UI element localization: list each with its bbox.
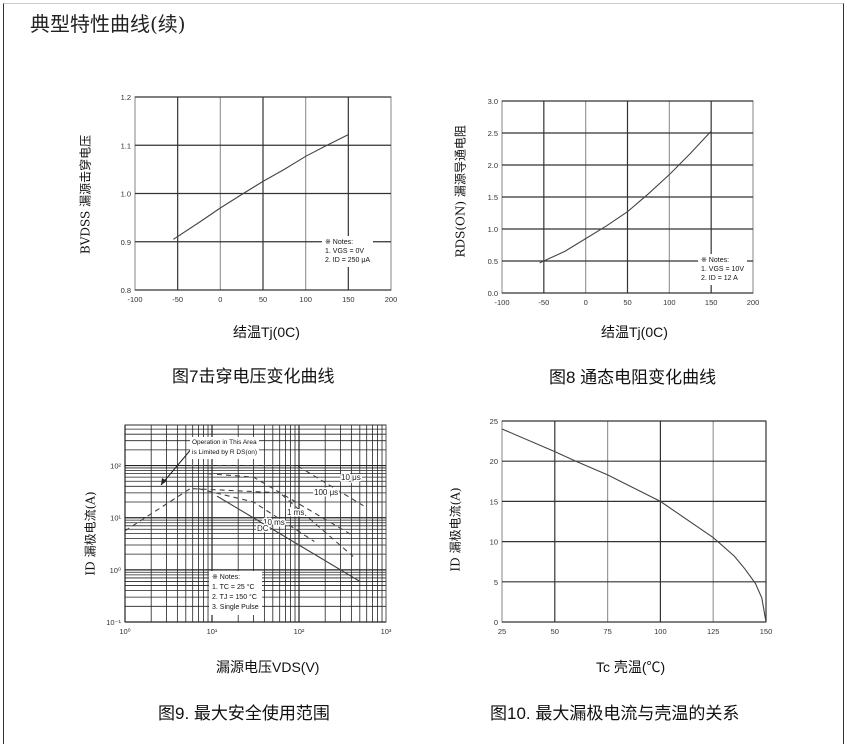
y-tick-label: 0.5 [488, 257, 498, 266]
x-tick-label: 50 [551, 627, 559, 636]
note-line: 1. VGS = 10V [701, 266, 744, 273]
note-line: ※ Notes: [701, 257, 730, 264]
x-tick-label: 100 [663, 298, 676, 307]
chart-1-caption: 图7击穿电压变化曲线 [172, 367, 335, 386]
chart-drain-current-vs-case-temp: 25 50 75 100 125 150 0 5 10 15 20 25 [490, 417, 773, 636]
x-tick-label: 10³ [381, 627, 392, 636]
series-label: 10 ms [263, 518, 285, 527]
y-tick-label: 10⁻¹ [106, 618, 121, 627]
chart-2-caption: 图8 通态电阻变化曲线 [549, 368, 717, 387]
note-line: 2. ID = 250 μA [325, 257, 371, 264]
y-tick-label: 5 [494, 578, 498, 587]
series-line [198, 488, 315, 542]
chart-2-xlabel: 结温Tj(0C) [601, 324, 668, 340]
annotation-arrow [160, 446, 194, 486]
note-line: ※ Notes: [325, 239, 354, 246]
x-tick-label: 0 [218, 295, 222, 304]
annotation-line: Operation in This Area [192, 439, 257, 446]
series-line [207, 473, 354, 537]
series-label: 10 μs [341, 473, 361, 482]
x-tick-label: 100 [299, 295, 312, 304]
chart-2-notes: ※ Notes: 1. VGS = 10V 2. ID = 12 A [698, 254, 747, 285]
chart-4-xlabel: Tc 壳温(℃) [596, 659, 666, 675]
series-line [192, 488, 354, 557]
chart-3-xlabel: 漏源电压VDS(V) [216, 659, 320, 675]
chart-3-annotation: Operation in This Area is Limited by R D… [190, 437, 260, 459]
y-tick-label: 10² [110, 462, 121, 471]
annotation-line: is Limited by R DS(on) [192, 449, 258, 456]
y-tick-label: 10⁰ [110, 566, 121, 575]
x-tick-label: 50 [259, 295, 267, 304]
note-line: 1. VGS = 0V [325, 248, 365, 255]
x-tick-label: -50 [538, 298, 549, 307]
y-tick-label: 1.2 [121, 93, 131, 102]
y-tick-label: 3.0 [488, 97, 498, 106]
chart-1-xlabel: 结温Tj(0C) [233, 324, 300, 340]
note-line: 2. TJ = 150 °C [212, 594, 257, 601]
y-tick-label: 0.8 [121, 286, 131, 295]
x-tick-label: 25 [498, 627, 506, 636]
chart-1-ylabel: BVDSS 漏源击穿电压 [78, 134, 93, 255]
y-tick-label: 2.5 [488, 129, 498, 138]
y-tick-label: 0.0 [488, 289, 498, 298]
series-line [173, 134, 349, 240]
x-tick-label: 75 [603, 627, 611, 636]
chart-1-notes: ※ Notes: 1. VGS = 0V 2. ID = 250 μA [322, 236, 374, 267]
x-tick-label: 10² [294, 627, 305, 636]
x-tick-label: 200 [385, 295, 398, 304]
y-tick-label: 10 [490, 538, 498, 547]
page-frame [3, 3, 844, 744]
chart-2-ylabel: RDS(ON) 漏源导通电阻 [453, 125, 468, 258]
x-tick-label: 0 [584, 298, 588, 307]
y-tick-label: 25 [490, 417, 498, 426]
y-tick-label: 1.1 [121, 141, 131, 150]
chart-4-ylabel: ID 漏极电流(A) [448, 487, 463, 572]
y-tick-label: 20 [490, 457, 498, 466]
y-tick-label: 15 [490, 497, 498, 506]
page-title: 典型特性曲线(续) [30, 12, 186, 36]
y-tick-label: 10¹ [110, 514, 121, 523]
series-line [539, 130, 712, 264]
x-tick-label: -100 [127, 295, 142, 304]
y-tick-label: 0 [494, 618, 498, 627]
y-tick-label: 1.0 [121, 190, 131, 199]
chart-3-notes: ※ Notes: 1. TC = 25 °C 2. TJ = 150 °C 3.… [209, 571, 262, 615]
chart-4-caption: 图10. 最大漏极电流与壳温的关系 [490, 704, 740, 723]
annotation-arrowhead-icon [161, 478, 167, 485]
x-tick-label: 200 [747, 298, 760, 307]
note-line: ※ Notes: [212, 574, 241, 581]
note-line: 1. TC = 25 °C [212, 584, 255, 591]
y-tick-label: 2.0 [488, 161, 498, 170]
series-label: DC [257, 524, 269, 533]
y-tick-label: 0.9 [121, 238, 131, 247]
x-tick-label: -100 [494, 298, 509, 307]
x-tick-label: 10¹ [207, 627, 218, 636]
x-tick-label: 125 [707, 627, 720, 636]
chart-3-ylabel: ID 漏极电流(A) [83, 491, 98, 576]
plot-area [501, 420, 767, 623]
series-line [501, 428, 767, 623]
x-tick-label: 10⁰ [119, 627, 130, 636]
y-tick-label: 1.0 [488, 225, 498, 234]
x-tick-label: 150 [342, 295, 355, 304]
x-tick-label: 150 [760, 627, 773, 636]
chart-3-caption: 图9. 最大安全使用范围 [158, 704, 330, 723]
series-line [216, 495, 361, 582]
series-label: 1 ms [287, 508, 304, 517]
series-label: 100 μs [314, 488, 338, 497]
note-line: 2. ID = 12 A [701, 275, 738, 282]
x-tick-label: -50 [172, 295, 183, 304]
series-line [124, 488, 191, 532]
x-tick-label: 100 [654, 627, 667, 636]
x-tick-label: 50 [623, 298, 631, 307]
x-tick-label: 150 [705, 298, 718, 307]
note-line: 3. Single Pulse [212, 604, 259, 611]
y-tick-label: 1.5 [488, 193, 498, 202]
